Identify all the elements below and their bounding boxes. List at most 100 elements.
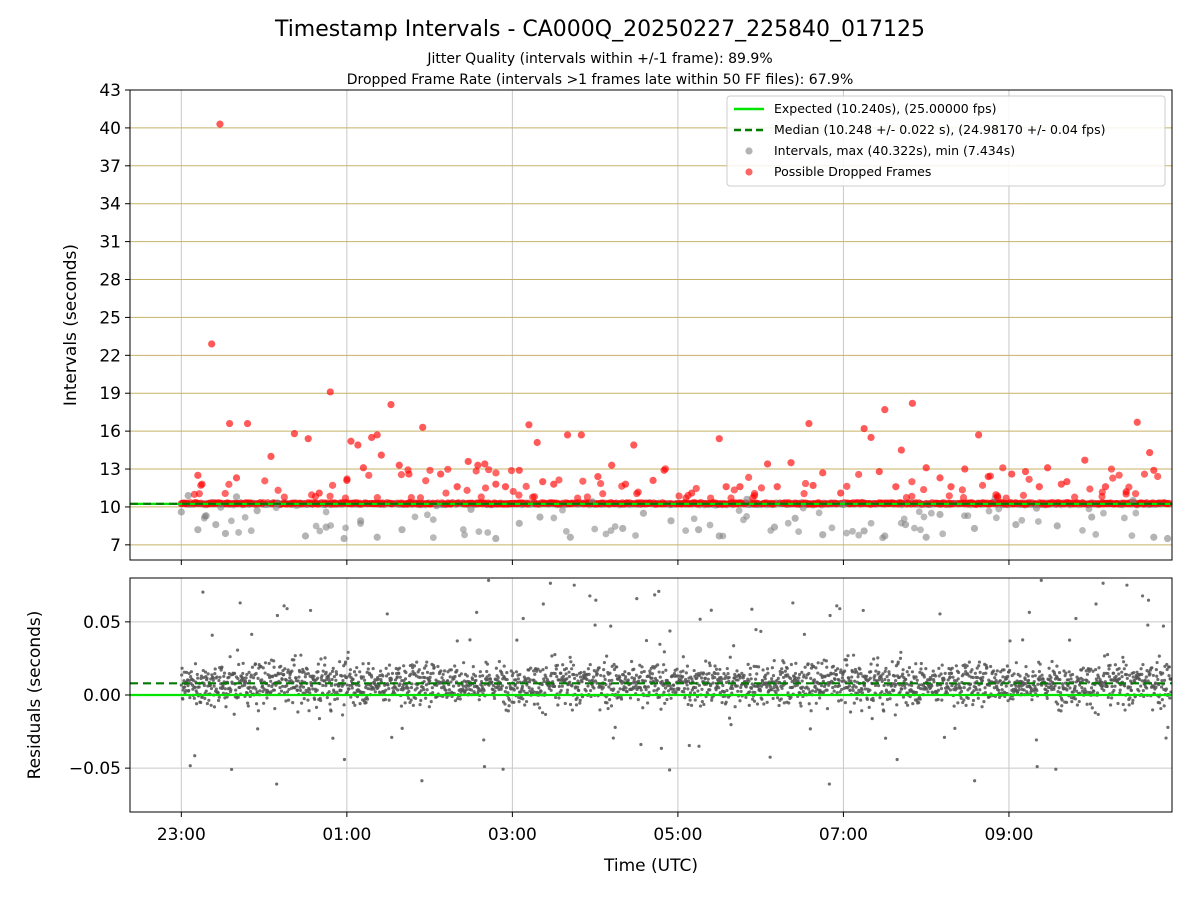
residual-point: [1014, 661, 1018, 665]
residual-point: [744, 695, 748, 699]
interval-point: [550, 514, 558, 522]
residual-point: [697, 683, 701, 687]
residual-point: [945, 681, 949, 686]
residual-point: [586, 684, 590, 688]
dropped-frame-point: [368, 433, 376, 442]
residual-point: [1155, 674, 1159, 678]
residual-point: [613, 725, 617, 730]
residual-point: [272, 665, 276, 669]
residual-point: [1139, 684, 1143, 688]
residual-point: [814, 666, 818, 670]
residual-point: [569, 660, 573, 664]
interval-point: [992, 514, 1000, 522]
residual-point: [1118, 688, 1122, 692]
residual-point: [738, 699, 742, 703]
residual-point: [1011, 697, 1015, 701]
residual-point: [475, 610, 479, 614]
residual-point: [968, 686, 972, 690]
residual-point: [281, 684, 285, 688]
residual-point: [411, 703, 415, 707]
residual-point: [418, 703, 422, 707]
interval-point: [784, 519, 792, 527]
residual-point: [758, 689, 763, 693]
residual-point: [634, 673, 639, 677]
residual-point: [296, 679, 300, 683]
residual-point: [674, 690, 678, 694]
residual-point: [443, 669, 447, 673]
residual-point: [948, 688, 952, 692]
dropped-frame-point: [999, 464, 1007, 472]
residual-point: [303, 675, 307, 679]
residual-point: [548, 684, 552, 688]
dropped-frame-point: [1150, 466, 1158, 474]
residual-point: [282, 604, 286, 608]
residual-point: [282, 691, 287, 695]
dropped-frame-point: [892, 483, 900, 491]
residual-point: [279, 664, 283, 668]
interval-point: [217, 504, 225, 511]
interval-point: [492, 534, 500, 543]
residual-point: [262, 701, 266, 705]
residual-point: [1166, 725, 1170, 730]
residual-point: [1041, 677, 1045, 681]
residual-point: [1112, 688, 1116, 693]
residual-point: [494, 666, 498, 670]
residual-point: [213, 667, 217, 671]
dropped-frame-point: [463, 486, 471, 494]
residual-point: [880, 679, 884, 683]
residual-point: [428, 678, 432, 683]
residual-point: [801, 689, 805, 694]
residual-point: [770, 677, 774, 681]
dropped-frame-point: [326, 388, 334, 396]
residual-point: [887, 672, 891, 676]
residual-point: [1102, 654, 1107, 658]
residual-point: [493, 689, 497, 693]
residual-point: [828, 613, 832, 618]
residual-point: [212, 684, 216, 688]
residual-point: [422, 687, 426, 692]
residual-point: [308, 691, 312, 695]
residual-point: [602, 674, 606, 678]
residual-point: [306, 698, 310, 702]
residual-point: [349, 695, 353, 699]
residual-point: [1034, 738, 1039, 742]
interval-point: [322, 508, 330, 516]
dropped-frame-point: [522, 482, 530, 490]
residual-point: [478, 670, 482, 674]
residual-point: [1128, 696, 1132, 700]
dropped-frame-point: [867, 433, 875, 442]
residual-point: [353, 703, 357, 707]
residual-point: [1055, 664, 1059, 668]
residual-point: [292, 663, 296, 667]
residual-point: [1125, 676, 1129, 681]
residual-point: [971, 703, 975, 707]
residual-point: [950, 666, 954, 670]
residual-point: [327, 677, 331, 681]
residual-point: [386, 672, 390, 676]
residual-point: [214, 687, 218, 691]
dropped-frame-point: [860, 425, 868, 433]
interval-point: [985, 507, 993, 515]
residual-point: [339, 688, 343, 693]
dropped-frame-point: [597, 479, 605, 488]
residual-point: [468, 638, 472, 642]
residual-point: [263, 661, 268, 665]
top-ytick-label: 13: [99, 460, 121, 480]
residual-point: [981, 675, 985, 679]
residual-point: [899, 650, 903, 654]
residual-point: [1073, 697, 1078, 701]
residual-point: [212, 705, 217, 709]
dropped-frame-point: [975, 431, 983, 439]
residual-point: [650, 672, 655, 676]
residual-point: [779, 697, 783, 701]
residual-point: [984, 671, 988, 675]
interval-point: [815, 509, 823, 517]
dropped-frame-point: [501, 483, 510, 491]
residual-point: [667, 768, 672, 772]
residual-point: [533, 672, 537, 676]
residual-point: [608, 697, 612, 702]
top-ytick-label: 31: [99, 233, 121, 253]
residual-point: [406, 696, 411, 700]
residual-point: [839, 668, 843, 672]
residual-point: [565, 677, 569, 681]
